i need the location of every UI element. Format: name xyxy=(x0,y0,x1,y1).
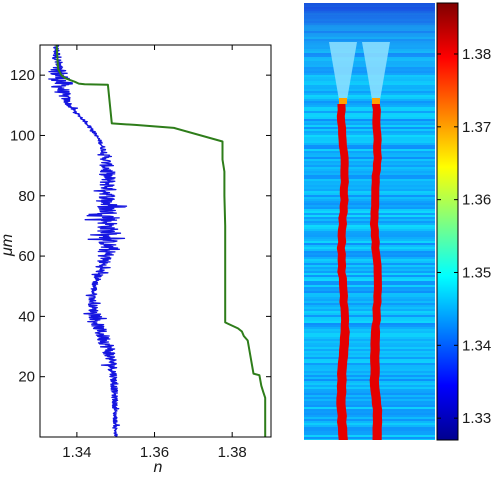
y-axis: 20 40 60 80 100 120 xyxy=(10,67,271,386)
colorbar-tick-label: 1.35 xyxy=(462,264,491,281)
y-tick-label: 60 xyxy=(18,248,35,265)
series-line-1 xyxy=(48,45,128,437)
y-tick-label: 120 xyxy=(10,67,35,84)
waveguide-core-2 xyxy=(369,104,383,440)
colorbar-tick-label: 1.33 xyxy=(462,410,491,427)
x-tick-label: 1.36 xyxy=(140,444,169,461)
colorbar-frame xyxy=(436,2,459,441)
plot-area xyxy=(40,45,271,437)
line-series-group xyxy=(48,45,267,437)
x-tick-label: 1.34 xyxy=(62,444,91,461)
waveguide-core-1 xyxy=(336,104,350,440)
colorbar-tick-label: 1.38 xyxy=(462,46,491,63)
waveguide-neck-2 xyxy=(372,98,380,104)
y-tick-label: 20 xyxy=(18,369,35,386)
y-tick-label: 80 xyxy=(18,188,35,205)
x-axis: 1.34 1.36 1.38 xyxy=(62,45,247,461)
line-chart: 1.34 1.36 1.38 20 40 60 80 100 120 n μm xyxy=(0,44,272,476)
waveguide-neck-1 xyxy=(339,98,347,104)
series-line-2 xyxy=(55,45,267,437)
waveguide-group xyxy=(329,42,390,440)
y-axis-label: μm xyxy=(0,234,16,257)
colorbar: 1.33 1.34 1.35 1.36 1.37 1.38 xyxy=(436,2,491,441)
colorbar-ticks: 1.33 1.34 1.35 1.36 1.37 1.38 xyxy=(437,46,491,427)
colorbar-tick-label: 1.36 xyxy=(462,192,491,209)
waveguide-funnel-1 xyxy=(329,42,357,100)
waveguide-funnel-2 xyxy=(362,42,390,100)
y-tick-label: 40 xyxy=(18,308,35,325)
colorbar-gradient xyxy=(437,3,458,440)
colorbar-tick-label: 1.37 xyxy=(462,119,491,136)
index-map xyxy=(304,3,435,440)
plot-frame xyxy=(39,44,272,438)
x-axis-label: n xyxy=(154,459,163,476)
y-tick-label: 100 xyxy=(10,127,35,144)
x-tick-label: 1.38 xyxy=(218,444,247,461)
colorbar-tick-label: 1.34 xyxy=(462,337,491,354)
